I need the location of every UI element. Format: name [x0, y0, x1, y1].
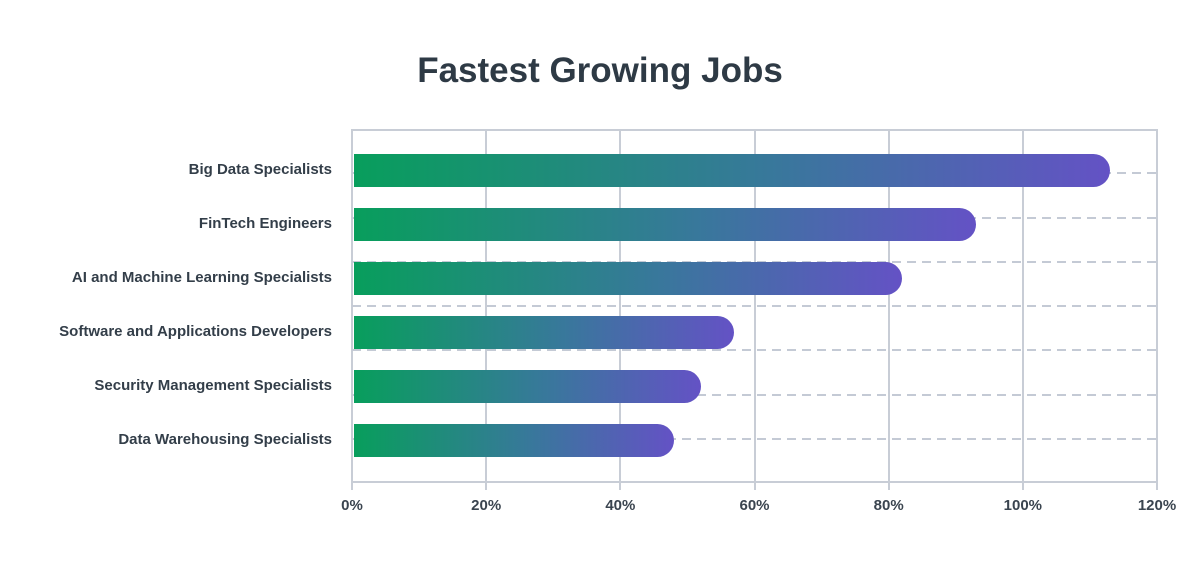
bar-5 [354, 369, 701, 403]
category-label: Data Warehousing Specialists [118, 431, 332, 448]
x-tick-mark [485, 483, 488, 490]
chart-title: Fastest Growing Jobs [417, 51, 783, 90]
bars-layer [352, 129, 1157, 483]
axis-border-bottom [352, 481, 1157, 483]
plot-area [351, 129, 1158, 483]
category-label: Big Data Specialists [188, 161, 332, 178]
x-tick-mark [753, 483, 756, 490]
x-tick-mark [887, 483, 890, 490]
horizontal-dashed-gridline [352, 349, 1157, 352]
x-tick-mark [351, 483, 353, 490]
horizontal-dashed-gridline [352, 393, 1157, 396]
category-label: AI and Machine Learning Specialists [71, 269, 332, 286]
bar-6 [354, 423, 674, 457]
horizontal-dashed-gridline [352, 305, 1157, 307]
vertical-gridline [1156, 129, 1158, 483]
horizontal-dashed-gridline [352, 437, 1157, 440]
axis-border-top [352, 129, 1157, 131]
x-tick-label: 40% [605, 497, 636, 514]
bar-3 [354, 261, 902, 295]
x-tick-mark [1021, 483, 1024, 490]
bar-4 [354, 315, 734, 349]
x-tick-label: 0% [341, 497, 363, 514]
x-tick-label: 120% [1137, 497, 1177, 514]
x-tick-label: 20% [471, 497, 502, 514]
category-label: Software and Applications Developers [59, 323, 332, 340]
category-axis: Big Data Specialists FinTech Engineers AI … [0, 0, 332, 569]
bar-2 [354, 207, 976, 241]
x-tick-label: 60% [739, 497, 770, 514]
x-tick-label: 80% [873, 497, 904, 514]
category-label: FinTech Engineers [198, 215, 332, 232]
x-tick-label: 100% [1003, 497, 1043, 514]
x-tick-mark [1156, 483, 1158, 490]
category-label: Security Management Specialists [94, 377, 332, 394]
x-tick-mark [619, 483, 622, 490]
bar-1 [354, 153, 1110, 187]
